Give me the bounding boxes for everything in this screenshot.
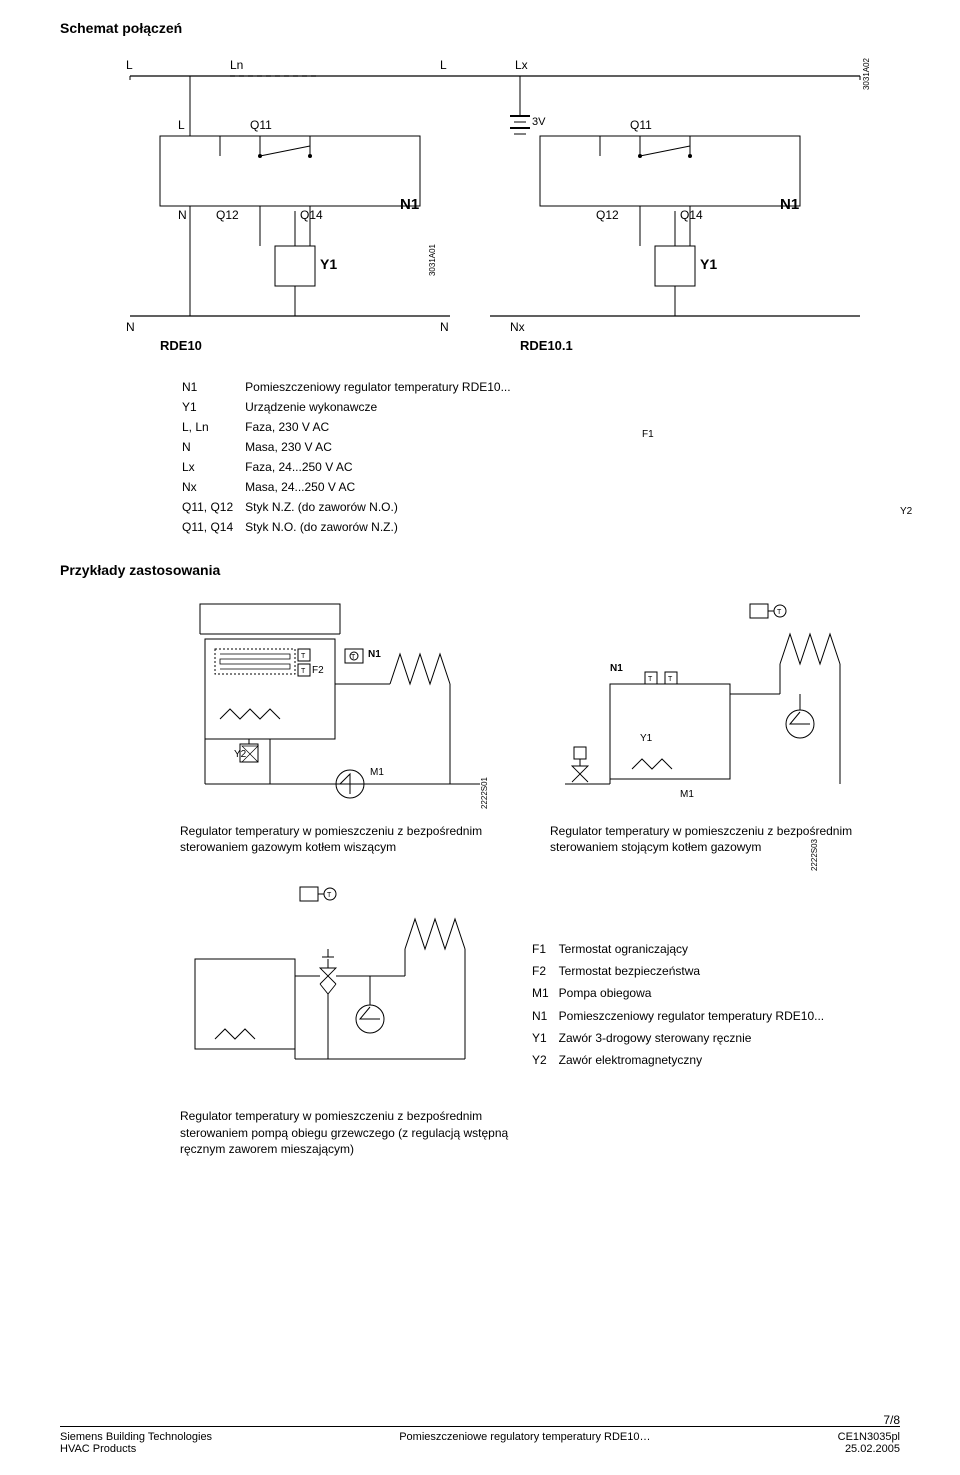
label-Nx: Nx [510, 320, 525, 334]
page-number: 7/8 [883, 1413, 900, 1427]
footer-right1: CE1N3035pl [838, 1431, 900, 1443]
app3-M1: M1 [680, 789, 694, 800]
footer-left1: Siemens Building Technologies [60, 1431, 212, 1443]
side-code-left: 3031A01 [428, 244, 437, 276]
label-Q14-left: Q14 [300, 208, 323, 222]
label-Ln: Ln [230, 58, 243, 72]
app3-N1: N1 [610, 663, 623, 674]
legend-row: Y2Zawór elektromagnetyczny [532, 1050, 832, 1070]
application-diagram-1: T T T F1 F2 N1 [180, 594, 510, 855]
svg-text:T: T [301, 668, 306, 675]
side-code-right: 3031A02 [862, 58, 871, 90]
legend-row: N1Pomieszczeniowy regulator temperatury … [532, 1006, 832, 1026]
wiring-schematic: L Ln L Lx 3031A02 L Q11 N Q12 Q14 N1 Y1 … [120, 56, 870, 356]
app1-Y2: Y2 [234, 749, 246, 760]
label-Y1-left: Y1 [320, 256, 337, 272]
label-Nbot2: N [440, 320, 449, 334]
svg-text:T: T [777, 609, 782, 616]
legend-row: Q11, Q14Styk N.O. (do zaworów N.Z.) [182, 518, 521, 536]
svg-text:T: T [327, 892, 332, 899]
legend-row: F1Termostat ograniczający [532, 939, 832, 959]
label-Y1-r: Y1 [700, 256, 717, 272]
caption-rde10: RDE10 [160, 338, 202, 353]
app3-Y1: Y1 [640, 733, 652, 744]
label-L2: L [440, 58, 447, 72]
legend-row: M1Pompa obiegowa [532, 983, 832, 1003]
label-N1-left: N1 [400, 196, 419, 213]
page-footer: Siemens Building Technologies HVAC Produ… [60, 1426, 900, 1455]
legend-row: F2Termostat bezpieczeństwa [532, 961, 832, 981]
footer-center: Pomieszczeniowe regulatory temperatury R… [399, 1431, 650, 1455]
label-Nbot1: N [126, 320, 135, 334]
app1-F2: F2 [312, 665, 324, 676]
legend-row: Y1Zawór 3-drogowy sterowany ręcznie [532, 1028, 832, 1048]
caption-app1: Regulator temperatury w pomieszczeniu z … [180, 823, 510, 855]
application-diagram-2: T T T [550, 594, 880, 855]
legend-row: N1Pomieszczeniowy regulator temperatury … [182, 378, 521, 396]
app1-N1: N1 [368, 649, 381, 660]
caption-rde101: RDE10.1 [520, 338, 573, 353]
legend-row: NxMasa, 24...250 V AC [182, 478, 521, 496]
label-L: L [126, 58, 133, 72]
app1-F1: F1 [642, 429, 654, 440]
legend-row: Y1Urządzenie wykonawcze [182, 398, 521, 416]
caption-app3: Regulator temperatury w pomieszczeniu z … [180, 1108, 510, 1157]
app1-code: 2222S01 [480, 777, 489, 809]
heading-applications: Przykłady zastosowania [60, 562, 900, 578]
footer-left2: HVAC Products [60, 1443, 212, 1455]
app1-M1: M1 [370, 767, 384, 778]
caption-app2: Regulator temperatury w pomieszczeniu z … [550, 823, 880, 855]
label-Nleft: N [178, 208, 187, 222]
label-N1-r: N1 [780, 196, 799, 213]
legend-row: NMasa, 230 V AC [182, 438, 521, 456]
app2-Y2: Y2 [900, 506, 912, 517]
svg-text:T: T [301, 653, 306, 660]
svg-text:T: T [668, 676, 673, 683]
label-Lleft: L [178, 118, 185, 132]
legend-row: L, LnFaza, 230 V AC [182, 418, 521, 436]
label-Q12-left: Q12 [216, 208, 239, 222]
label-Lx: Lx [515, 58, 528, 72]
label-Q11-r: Q11 [630, 118, 652, 132]
legend-applications: F1Termostat ograniczającyF2Termostat bez… [530, 937, 900, 1072]
legend-row: Q11, Q12Styk N.Z. (do zaworów N.O.) [182, 498, 521, 516]
label-Q14-r: Q14 [680, 208, 703, 222]
svg-text:T: T [351, 654, 356, 661]
label-3V: 3V [532, 116, 545, 128]
heading-schematic: Schemat połączeń [60, 20, 900, 36]
application-diagram-3: T N1 Y1 M1 2222S03 Regulator temperatury… [180, 879, 510, 1157]
legend-connections: N1Pomieszczeniowy regulator temperatury … [180, 376, 523, 538]
app3-code: 2222S03 [810, 839, 819, 871]
footer-right2: 25.02.2005 [838, 1443, 900, 1455]
label-Q11-left: Q11 [250, 118, 272, 132]
legend-row: LxFaza, 24...250 V AC [182, 458, 521, 476]
label-Q12-r: Q12 [596, 208, 619, 222]
svg-text:T: T [648, 676, 653, 683]
